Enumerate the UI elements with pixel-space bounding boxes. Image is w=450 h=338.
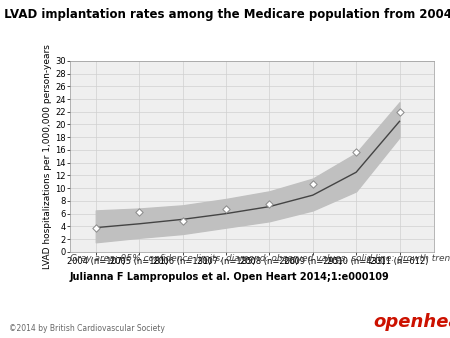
- Point: [135, 209, 143, 214]
- Text: Julianna F Lampropulos et al. Open Heart 2014;1:e000109: Julianna F Lampropulos et al. Open Heart…: [70, 272, 390, 282]
- Point: [309, 181, 316, 186]
- Point: [266, 201, 273, 207]
- Text: openheart: openheart: [374, 313, 450, 331]
- Text: ©2014 by British Cardiovascular Society: ©2014 by British Cardiovascular Society: [9, 324, 165, 333]
- Point: [396, 110, 403, 115]
- Y-axis label: LVAD hospitalizations per 1,000,000 person-years: LVAD hospitalizations per 1,000,000 pers…: [43, 44, 52, 269]
- Point: [179, 219, 186, 224]
- Point: [352, 149, 360, 154]
- Point: [92, 225, 99, 231]
- Text: Trends in LVAD implantation rates among the Medicare population from 2004 to 201: Trends in LVAD implantation rates among …: [0, 8, 450, 21]
- Text: Gray area: 95% confidence limits, diamond: observed values, solid line: growth t: Gray area: 95% confidence limits, diamon…: [70, 254, 450, 263]
- Point: [222, 207, 230, 212]
